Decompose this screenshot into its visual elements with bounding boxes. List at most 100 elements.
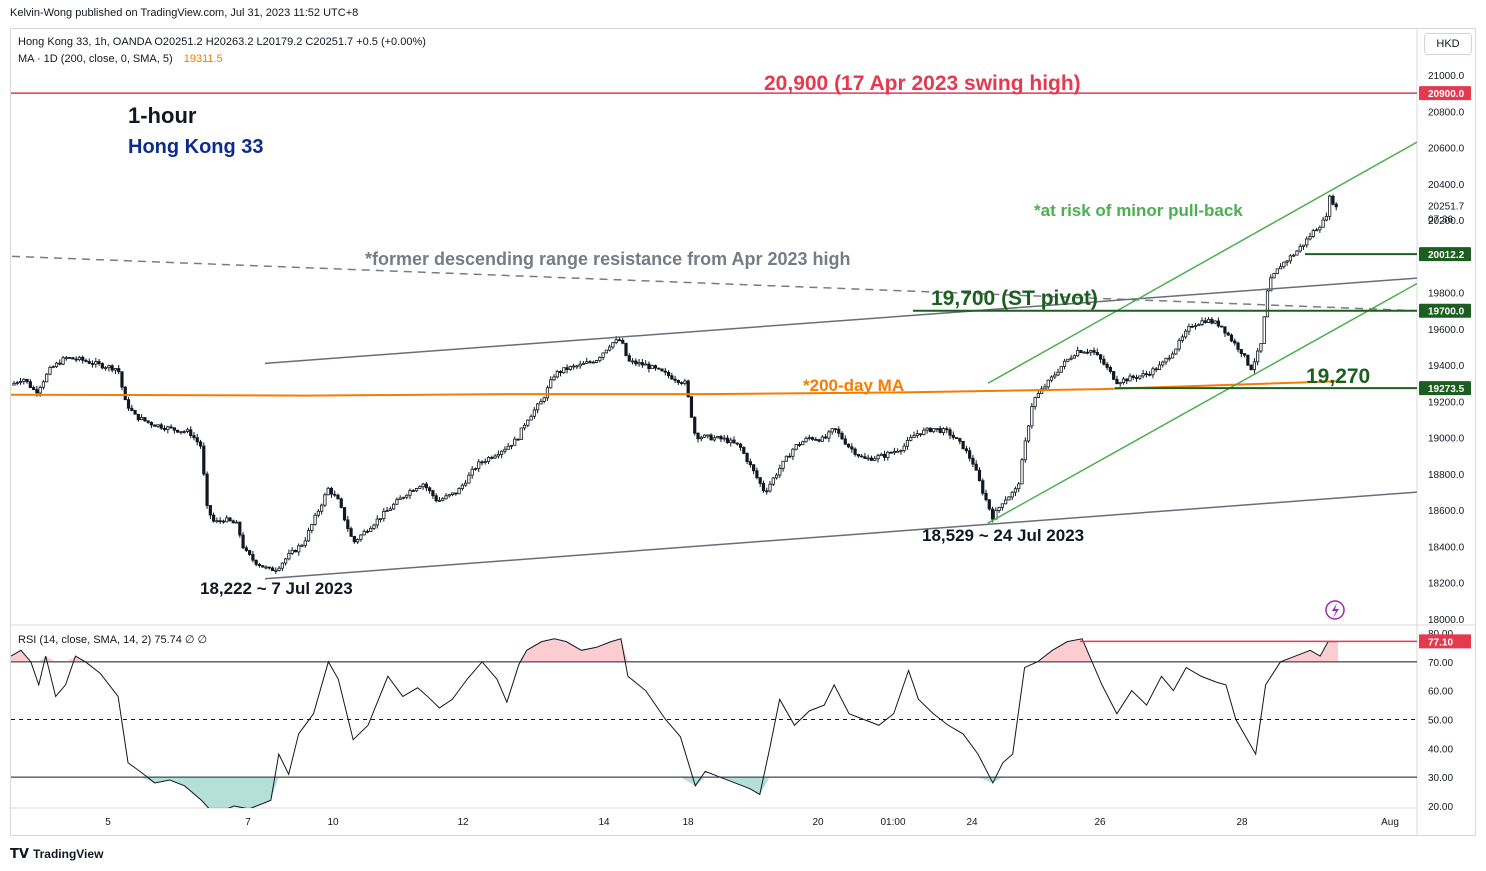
candle-body: [169, 426, 173, 429]
candle-body: [300, 544, 304, 547]
candle: [706, 434, 710, 439]
candle: [149, 421, 154, 429]
candle-body: [306, 530, 311, 542]
candle-body: [614, 339, 618, 344]
ma-200-line: [11, 380, 1339, 397]
bar-countdown: 07:36: [1428, 215, 1453, 226]
candle: [722, 434, 726, 442]
candle-body: [320, 504, 324, 512]
candle-body: [140, 417, 144, 421]
candle: [968, 447, 972, 462]
candle: [1134, 374, 1139, 382]
candle: [611, 342, 615, 350]
rsi-tick-label: 30.00: [1428, 773, 1453, 784]
candle-body: [15, 382, 19, 384]
candle: [912, 431, 916, 438]
candle: [1239, 349, 1243, 358]
candle-body: [513, 438, 517, 446]
candle-body: [666, 371, 671, 377]
candle: [450, 492, 455, 497]
candle-body: [375, 518, 379, 526]
candle: [126, 396, 131, 412]
candle: [941, 427, 946, 436]
candle: [378, 518, 383, 523]
candle-body: [650, 365, 654, 370]
candle-body: [421, 483, 425, 488]
candle-body: [179, 431, 183, 434]
candle-body: [817, 439, 821, 442]
candle: [568, 365, 572, 371]
candle: [1314, 228, 1319, 232]
time-tick-label: 24: [966, 817, 978, 828]
candle: [274, 567, 278, 575]
candle: [192, 431, 196, 441]
candle: [866, 454, 870, 461]
candle: [326, 486, 330, 496]
candle-body: [342, 507, 347, 521]
candle-body: [205, 473, 209, 506]
candle: [1305, 236, 1309, 248]
candle-body: [362, 530, 366, 536]
ma-legend: MA · 1D (200, close, 0, SMA, 5) 19311.5: [18, 53, 223, 65]
low-jul24-annotation: 18,529 ~ 24 Jul 2023: [922, 526, 1084, 545]
candle: [814, 436, 818, 441]
candle-body: [755, 470, 759, 479]
lightning-bolt-glyph: [1332, 603, 1339, 618]
candle-body: [45, 373, 49, 383]
candle: [840, 431, 844, 440]
candle: [905, 437, 910, 450]
candle-body: [467, 474, 471, 484]
upper-trendline: [264, 277, 1417, 365]
candle: [1210, 317, 1214, 325]
candle: [54, 361, 59, 369]
candle-body: [804, 437, 808, 443]
candle-body: [742, 447, 746, 454]
candle-body: [1272, 273, 1276, 279]
candle: [1072, 354, 1076, 359]
candle: [850, 443, 854, 453]
candle-body: [71, 357, 75, 360]
candle: [113, 368, 118, 375]
candle: [372, 523, 376, 531]
candle-body: [1112, 371, 1116, 380]
candle-body: [1285, 260, 1289, 263]
rsi-badge: [1419, 634, 1471, 649]
candle: [925, 427, 929, 434]
rsi-tick-label: 70.00: [1428, 658, 1453, 669]
candle-body: [843, 438, 847, 445]
candle: [421, 482, 425, 490]
candle-body: [670, 375, 674, 380]
candle-body: [303, 540, 307, 546]
candle-body: [411, 490, 415, 492]
candle: [284, 557, 288, 566]
candle: [467, 472, 471, 484]
candle: [228, 517, 232, 522]
rsi-line: [11, 638, 1338, 808]
candle-body: [1298, 246, 1302, 252]
candle: [699, 435, 703, 442]
price-badge: [1419, 303, 1471, 318]
candle: [558, 370, 563, 377]
candle-body: [644, 363, 648, 366]
candle-body: [41, 381, 46, 388]
candle-body: [863, 456, 867, 459]
candle: [28, 379, 32, 389]
candle-body: [964, 448, 968, 452]
candle: [981, 478, 985, 496]
candle-body: [35, 389, 39, 394]
candle-body: [912, 435, 916, 438]
candle: [153, 424, 157, 427]
currency-button[interactable]: HKD: [1424, 33, 1472, 55]
candle: [738, 442, 743, 451]
candle: [1269, 274, 1273, 292]
swing-high-label: 20,900 (17 Apr 2023 swing high): [764, 72, 1081, 95]
candle: [477, 459, 481, 473]
candle: [195, 433, 199, 446]
candle-body: [1115, 378, 1119, 385]
candle-body: [738, 443, 743, 448]
candle-body: [1040, 388, 1044, 394]
candle: [1010, 491, 1014, 501]
tradingview-logo[interactable]: 𝗧𝗩 TradingView: [10, 846, 103, 862]
lightning-icon[interactable]: [1325, 600, 1345, 620]
candle: [316, 509, 320, 518]
